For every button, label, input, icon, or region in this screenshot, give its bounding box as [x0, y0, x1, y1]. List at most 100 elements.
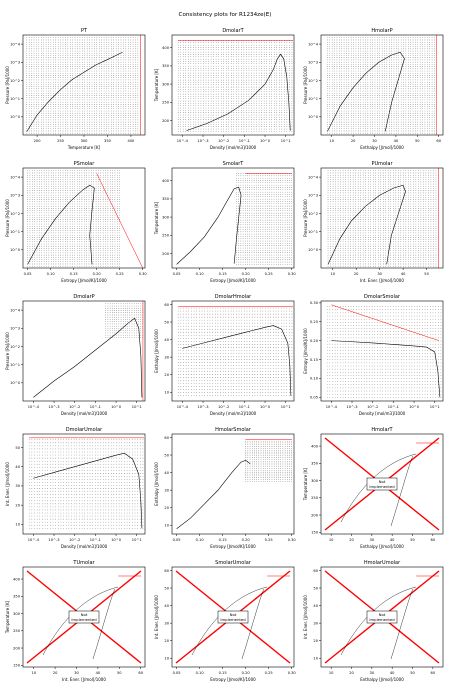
data-point	[31, 95, 32, 96]
data-point	[281, 51, 283, 53]
data-point	[48, 44, 49, 45]
data-point	[419, 115, 421, 116]
data-point	[284, 86, 285, 88]
y-tick-label: 10^4	[308, 42, 319, 46]
data-point	[98, 124, 100, 125]
data-point	[291, 47, 293, 48]
data-point	[67, 39, 69, 41]
data-point	[33, 79, 35, 81]
data-point	[203, 105, 204, 107]
data-point	[127, 101, 129, 103]
data-point	[198, 89, 199, 90]
data-point	[198, 117, 199, 118]
data-point	[266, 72, 267, 74]
data-point	[135, 126, 136, 127]
data-point	[218, 56, 219, 58]
data-point	[195, 107, 197, 109]
data-point	[281, 96, 283, 97]
data-point	[98, 44, 100, 45]
data-point	[45, 99, 47, 101]
data-point	[62, 106, 64, 107]
data-point	[177, 84, 179, 86]
data-point	[431, 132, 433, 134]
data-point	[256, 82, 257, 83]
data-point	[200, 54, 202, 55]
data-point	[369, 112, 371, 114]
data-point	[65, 130, 66, 132]
data-point	[281, 82, 283, 83]
data-point	[273, 124, 275, 125]
data-point	[50, 128, 52, 130]
data-point	[74, 108, 76, 110]
data-point	[67, 95, 69, 96]
data-point	[84, 124, 86, 125]
data-point	[273, 72, 275, 74]
data-point	[123, 55, 124, 56]
data-point	[57, 119, 59, 121]
data-point	[393, 106, 395, 107]
data-point	[77, 61, 78, 63]
data-point	[130, 92, 131, 94]
data-point	[358, 117, 359, 118]
data-point	[38, 115, 40, 116]
data-point	[213, 56, 214, 58]
data-point	[396, 110, 397, 112]
data-point	[256, 114, 257, 116]
data-point	[339, 124, 340, 125]
data-point	[203, 86, 204, 88]
data-point	[45, 52, 47, 54]
data-point	[43, 126, 44, 127]
data-point	[253, 89, 255, 90]
data-point	[101, 97, 102, 98]
data-point	[251, 114, 252, 116]
data-point	[65, 121, 66, 123]
data-point	[33, 48, 35, 50]
data-point	[218, 126, 219, 127]
data-point	[210, 103, 212, 104]
data-point	[218, 68, 219, 69]
data-point	[65, 59, 66, 61]
data-point	[225, 119, 227, 120]
data-point	[407, 126, 409, 127]
data-point	[427, 101, 428, 103]
data-point	[386, 97, 388, 98]
data-point	[69, 55, 71, 56]
data-point	[230, 103, 232, 104]
data-point	[106, 57, 107, 58]
data-point	[362, 97, 364, 98]
data-point	[96, 68, 98, 70]
data-point	[208, 72, 209, 74]
data-point	[96, 72, 98, 74]
data-point	[177, 56, 179, 58]
data-point	[407, 121, 409, 123]
data-point	[243, 84, 245, 86]
data-point	[410, 90, 411, 92]
data-point	[111, 121, 112, 123]
data-point	[82, 104, 83, 105]
data-point	[96, 41, 98, 43]
data-point	[26, 48, 28, 50]
data-point	[243, 110, 245, 111]
data-point	[180, 56, 182, 58]
data-point	[398, 104, 400, 105]
data-point	[384, 101, 385, 103]
data-point	[256, 131, 257, 132]
data-point	[86, 81, 88, 83]
data-point	[253, 112, 255, 113]
data-point	[281, 103, 283, 104]
data-point	[213, 126, 214, 127]
data-point	[36, 110, 37, 112]
data-point	[429, 106, 430, 107]
data-point	[177, 114, 179, 116]
data-point	[177, 119, 179, 120]
data-point	[135, 115, 136, 116]
data-point	[55, 75, 57, 76]
data-point	[62, 48, 64, 50]
data-point	[77, 52, 78, 54]
data-point	[60, 92, 61, 94]
data-point	[336, 117, 338, 118]
data-point	[286, 86, 288, 88]
data-point	[200, 103, 202, 104]
data-point	[424, 110, 426, 112]
data-point	[362, 88, 364, 90]
